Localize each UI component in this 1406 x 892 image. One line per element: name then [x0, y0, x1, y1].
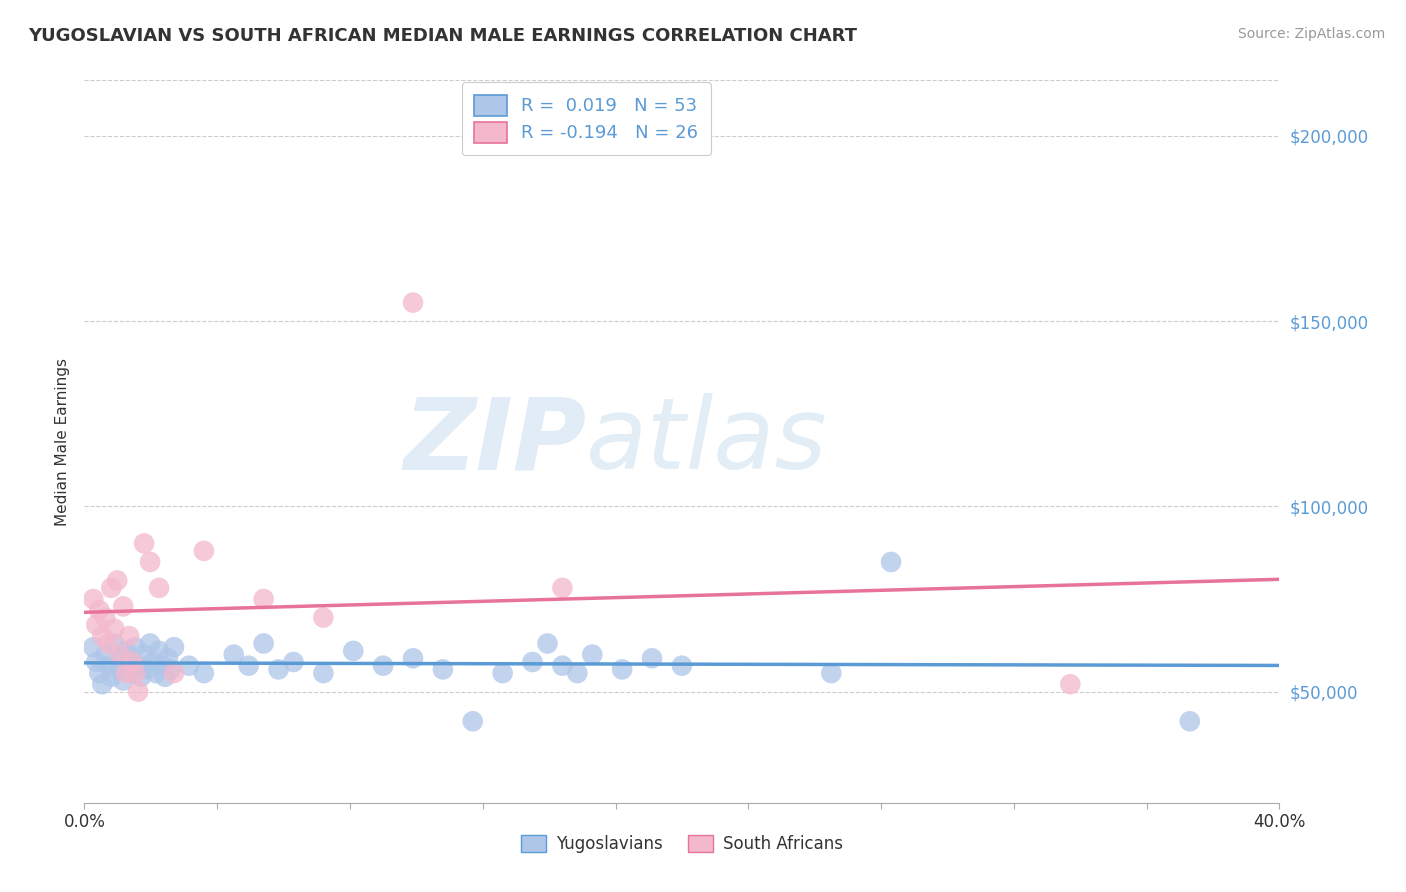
Point [551, 658, 574, 673]
Point [132, 536, 156, 550]
Point [157, 651, 180, 665]
Point [402, 651, 425, 665]
Point [100, 670, 122, 684]
Text: atlas: atlas [586, 393, 828, 490]
Point [82, 640, 104, 655]
Point [129, 670, 152, 684]
Point [132, 648, 156, 662]
Point [253, 636, 276, 650]
Point [103, 622, 125, 636]
Point [124, 640, 146, 655]
Point [1059, 677, 1081, 691]
Point [536, 636, 558, 650]
Point [121, 666, 143, 681]
Point [118, 629, 141, 643]
Point [145, 666, 167, 681]
Point [612, 662, 634, 676]
Legend: Yugoslavians, South Africans: Yugoslavians, South Africans [515, 828, 849, 860]
Point [139, 636, 162, 650]
Point [163, 640, 186, 655]
Point [238, 658, 260, 673]
Point [91, 629, 114, 643]
Point [105, 662, 128, 676]
Point [177, 658, 200, 673]
Point [118, 655, 141, 669]
Point [193, 544, 215, 558]
Point [110, 651, 132, 665]
Point [127, 658, 149, 673]
Point [82, 592, 104, 607]
Text: Source: ZipAtlas.com: Source: ZipAtlas.com [1237, 27, 1385, 41]
Point [522, 655, 544, 669]
Point [402, 295, 425, 310]
Point [110, 648, 132, 662]
Point [222, 648, 245, 662]
Point [94, 648, 117, 662]
Point [89, 666, 111, 681]
Point [124, 666, 146, 681]
Point [112, 599, 135, 614]
Point [671, 658, 693, 673]
Point [89, 603, 111, 617]
Point [461, 714, 484, 729]
Point [148, 581, 170, 595]
Point [163, 666, 186, 681]
Point [150, 658, 173, 673]
Point [115, 644, 138, 658]
Point [641, 651, 664, 665]
Point [880, 555, 903, 569]
Y-axis label: Median Male Earnings: Median Male Earnings [55, 358, 70, 525]
Point [267, 662, 290, 676]
Point [1178, 714, 1201, 729]
Point [153, 670, 176, 684]
Point [94, 610, 117, 624]
Point [492, 666, 515, 681]
Point [142, 655, 165, 669]
Point [567, 666, 589, 681]
Point [91, 677, 114, 691]
Point [283, 655, 305, 669]
Point [581, 648, 603, 662]
Point [342, 644, 364, 658]
Point [97, 636, 120, 650]
Point [148, 644, 170, 658]
Point [432, 662, 454, 676]
Text: ZIP: ZIP [404, 393, 586, 490]
Point [373, 658, 395, 673]
Point [97, 658, 120, 673]
Point [103, 636, 125, 650]
Point [127, 684, 149, 698]
Point [121, 655, 143, 669]
Point [112, 673, 135, 688]
Point [100, 581, 122, 595]
Point [551, 581, 574, 595]
Text: YUGOSLAVIAN VS SOUTH AFRICAN MEDIAN MALE EARNINGS CORRELATION CHART: YUGOSLAVIAN VS SOUTH AFRICAN MEDIAN MALE… [28, 27, 858, 45]
Point [136, 662, 159, 676]
Point [160, 662, 183, 676]
Point [115, 666, 138, 681]
Point [193, 666, 215, 681]
Point [312, 666, 335, 681]
Point [139, 555, 162, 569]
Point [86, 618, 108, 632]
Point [105, 574, 128, 588]
Point [312, 610, 335, 624]
Point [820, 666, 842, 681]
Point [253, 592, 276, 607]
Point [86, 655, 108, 669]
